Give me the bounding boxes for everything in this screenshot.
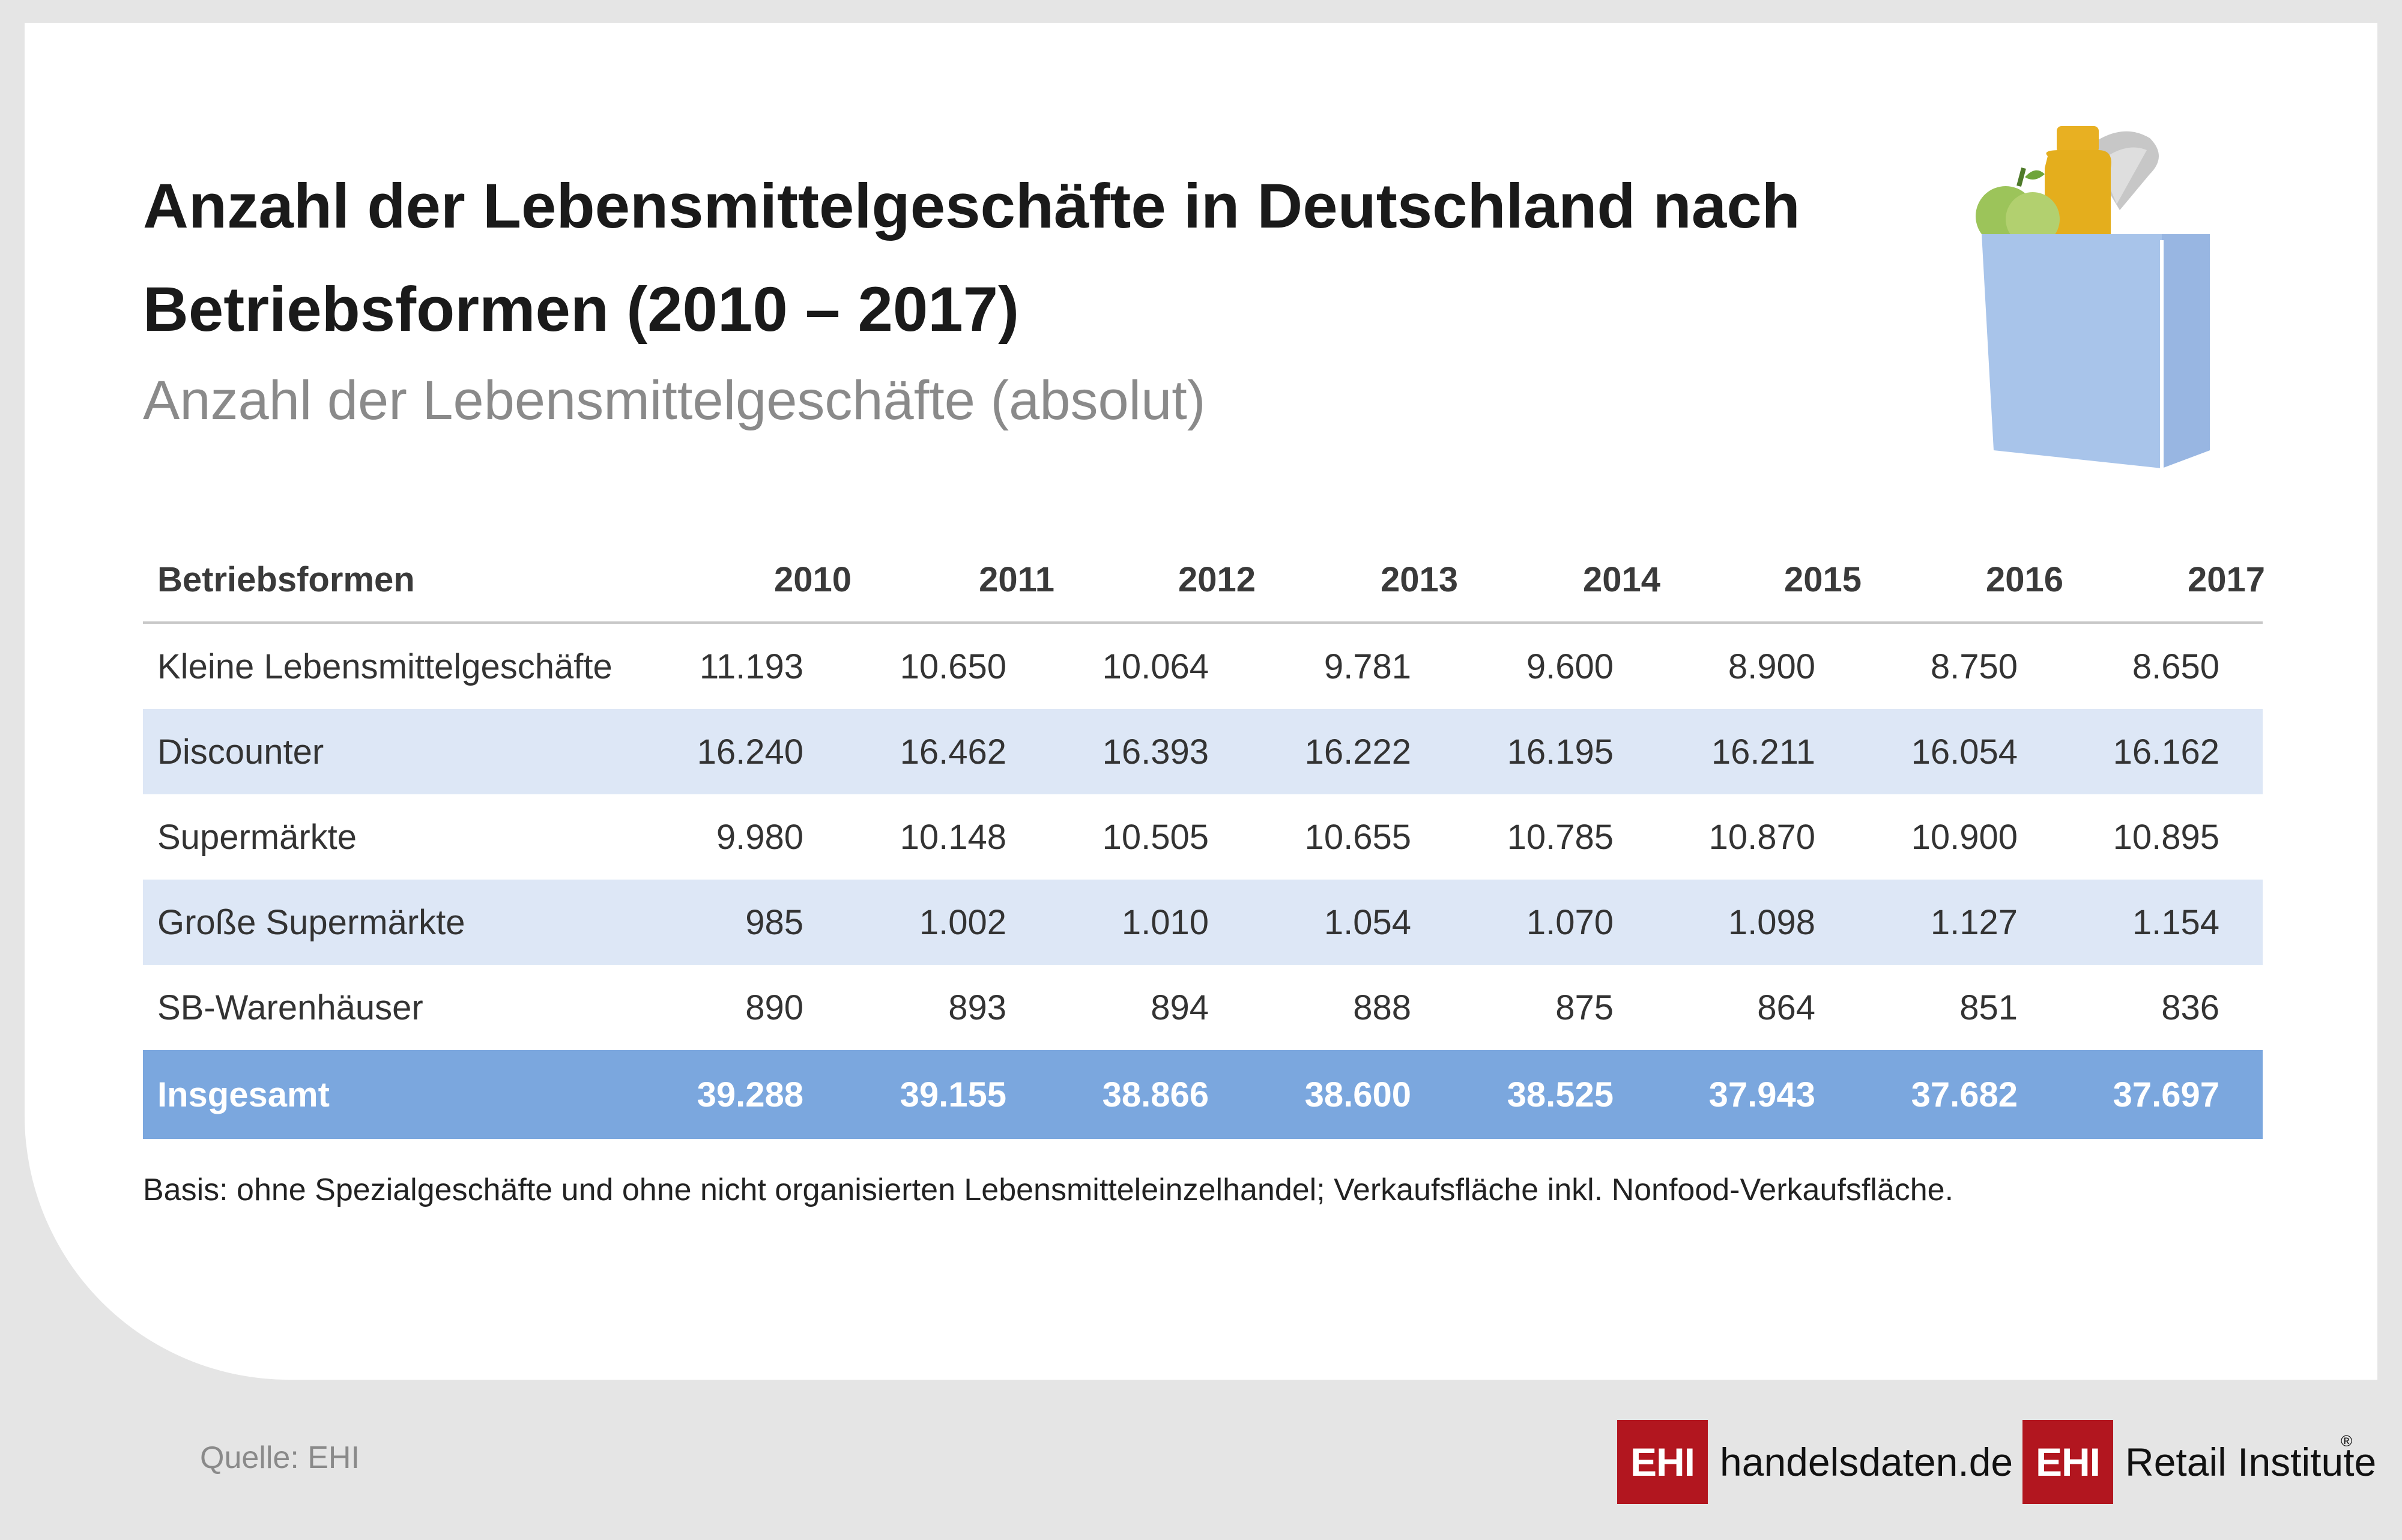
table-cell: 1.010	[1029, 880, 1209, 965]
table-cell: 16.393	[1029, 709, 1209, 794]
column-header-2017: 2017	[2085, 537, 2265, 621]
table-cell: 10.064	[1029, 624, 1209, 709]
table-cell: 10.650	[826, 624, 1006, 709]
total-cell: 38.866	[1029, 1050, 1209, 1139]
table-cell: 10.505	[1029, 794, 1209, 880]
handelsdaten-logo: EHI handelsdaten.de	[1617, 1420, 2013, 1504]
table-row: Kleine Lebensmittelgeschäfte 11.193 10.6…	[143, 624, 2263, 709]
table-cell: 1.127	[1838, 880, 2018, 965]
total-cell: 38.525	[1433, 1050, 1614, 1139]
source-credit: Quelle: EHI	[200, 1440, 360, 1476]
table-cell: 16.195	[1433, 709, 1614, 794]
table-cell: 10.148	[826, 794, 1006, 880]
grocery-bag-icon	[1970, 114, 2222, 474]
table-cell: 1.098	[1635, 880, 1815, 965]
total-cell: 38.600	[1231, 1050, 1411, 1139]
row-label: SB-Warenhäuser	[157, 965, 423, 1050]
table-cell: 1.070	[1433, 880, 1614, 965]
table-row: Discounter 16.240 16.462 16.393 16.222 1…	[143, 709, 2263, 794]
table-cell: 851	[1838, 965, 2018, 1050]
table-cell: 16.054	[1838, 709, 2018, 794]
table-cell: 10.870	[1635, 794, 1815, 880]
registered-mark: ®	[2341, 1432, 2352, 1451]
table-cell: 888	[1231, 965, 1411, 1050]
logo-text: handelsdaten.de	[1720, 1439, 2013, 1485]
total-label: Insgesamt	[157, 1050, 330, 1139]
table-row: Supermärkte 9.980 10.148 10.505 10.655 1…	[143, 794, 2263, 880]
table-cell: 10.900	[1838, 794, 2018, 880]
column-header-2011: 2011	[874, 537, 1054, 621]
column-header-2015: 2015	[1681, 537, 1862, 621]
table-row: Große Supermärkte 985 1.002 1.010 1.054 …	[143, 880, 2263, 965]
total-cell: 39.155	[826, 1050, 1006, 1139]
total-cell: 37.682	[1838, 1050, 2018, 1139]
table-header-row: Betriebsformen 2010 2011 2012 2013 2014 …	[143, 537, 2263, 624]
table-cell: 9.980	[623, 794, 803, 880]
table-cell: 10.785	[1433, 794, 1614, 880]
row-label: Große Supermärkte	[157, 880, 465, 965]
ehi-logo-box: EHI	[1617, 1420, 1708, 1504]
table-cell: 8.750	[1838, 624, 2018, 709]
retail-institute-logo: EHI Retail Institute	[2022, 1420, 2376, 1504]
total-cell: 37.697	[2039, 1050, 2219, 1139]
column-header-betriebsformen: Betriebsformen	[157, 537, 415, 621]
table-cell: 9.600	[1433, 624, 1614, 709]
table-cell: 11.193	[623, 624, 803, 709]
page-subtitle: Anzahl der Lebensmittelgeschäfte (absolu…	[143, 367, 1205, 433]
table-cell: 985	[623, 880, 803, 965]
column-header-2016: 2016	[1883, 537, 2063, 621]
page-title: Anzahl der Lebensmittelgeschäfte in Deut…	[143, 155, 1884, 361]
table-cell: 10.655	[1231, 794, 1411, 880]
column-header-2013: 2013	[1278, 537, 1458, 621]
table-cell: 1.054	[1231, 880, 1411, 965]
row-label: Discounter	[157, 709, 324, 794]
table-total-row: Insgesamt 39.288 39.155 38.866 38.600 38…	[143, 1050, 2263, 1139]
table-cell: 8.650	[2039, 624, 2219, 709]
table-cell: 8.900	[1635, 624, 1815, 709]
column-header-2012: 2012	[1075, 537, 1256, 621]
table-cell: 16.462	[826, 709, 1006, 794]
table-cell: 893	[826, 965, 1006, 1050]
row-label: Supermärkte	[157, 794, 357, 880]
table-cell: 1.002	[826, 880, 1006, 965]
table-cell: 894	[1029, 965, 1209, 1050]
table-cell: 16.222	[1231, 709, 1411, 794]
table-cell: 10.895	[2039, 794, 2219, 880]
ehi-logo-box: EHI	[2022, 1420, 2113, 1504]
table-cell: 16.240	[623, 709, 803, 794]
table-cell: 16.211	[1635, 709, 1815, 794]
column-header-2014: 2014	[1480, 537, 1660, 621]
table-cell: 864	[1635, 965, 1815, 1050]
data-table: Betriebsformen 2010 2011 2012 2013 2014 …	[143, 537, 2263, 1139]
table-cell: 1.154	[2039, 880, 2219, 965]
table-cell: 9.781	[1231, 624, 1411, 709]
table-cell: 836	[2039, 965, 2219, 1050]
logo-text: Retail Institute	[2125, 1439, 2376, 1485]
total-cell: 39.288	[623, 1050, 803, 1139]
table-cell: 16.162	[2039, 709, 2219, 794]
column-header-2010: 2010	[671, 537, 852, 621]
table-cell: 875	[1433, 965, 1614, 1050]
table-cell: 890	[623, 965, 803, 1050]
total-cell: 37.943	[1635, 1050, 1815, 1139]
row-label: Kleine Lebensmittelgeschäfte	[157, 624, 613, 709]
table-row: SB-Warenhäuser 890 893 894 888 875 864 8…	[143, 965, 2263, 1050]
footnote: Basis: ohne Spezialgeschäfte und ohne ni…	[143, 1172, 1953, 1208]
